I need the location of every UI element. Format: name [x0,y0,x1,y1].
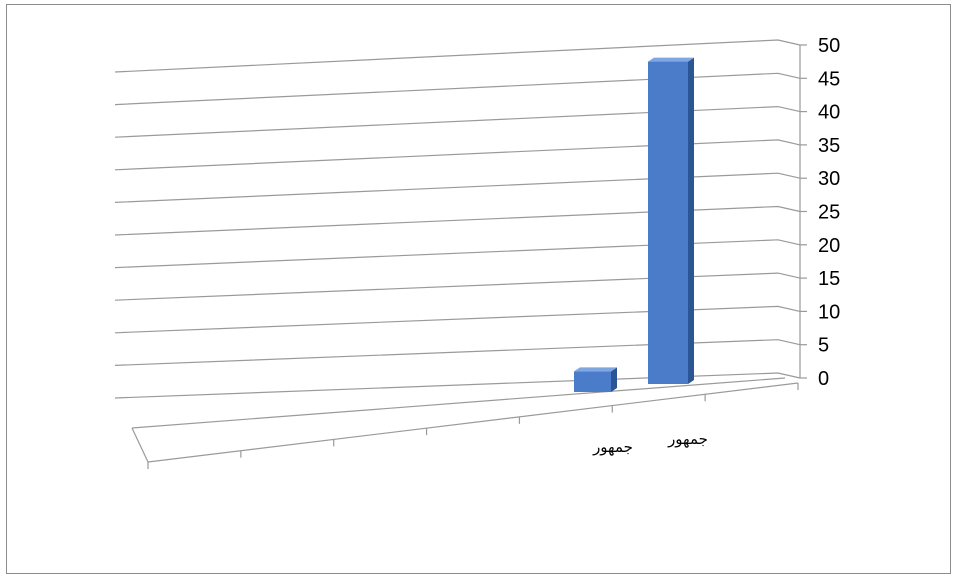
gridline [114,372,801,399]
gridline [114,305,801,334]
bar [574,367,617,392]
gridline [114,39,801,73]
gridline [114,105,801,138]
y-tick-label: 45 [818,68,840,90]
y-tick-label: 50 [818,35,840,57]
bar-front [648,61,688,384]
chart-floor [131,377,799,469]
gridline [114,172,801,203]
bar-side [611,367,617,392]
category-label: جمهور [592,438,633,456]
bar-top [648,57,694,62]
y-tick-label: 40 [818,102,840,124]
y-tick-label: 35 [818,135,840,157]
bars [574,57,694,392]
y-tick-label: 10 [818,301,840,323]
y-tick-label: 5 [818,335,829,357]
gridline [114,239,801,269]
gridline [114,72,801,106]
bar-side [688,57,694,384]
gridline [114,139,801,171]
gridlines [114,39,801,399]
category-labels: جمهور جمهور [592,430,708,456]
y-tick-label: 15 [818,268,840,290]
floor-back-edge [131,377,786,429]
y-tick-label: 25 [818,202,840,224]
bar-top [574,367,617,372]
y-tick-label: 0 [818,368,829,390]
y-axis-ticks: 0 5 10 15 20 25 30 35 40 45 50 [799,35,840,390]
bar [648,57,694,384]
y-tick-label: 30 [818,168,840,190]
gridline [114,339,801,366]
gridline [114,272,801,301]
floor-front-edge [147,382,799,463]
floor-left-edge [131,427,149,463]
chart-area [6,4,951,574]
bar-front [574,371,611,392]
category-label: جمهور [667,430,708,448]
gridline [114,205,801,236]
y-tick-label: 20 [818,235,840,257]
